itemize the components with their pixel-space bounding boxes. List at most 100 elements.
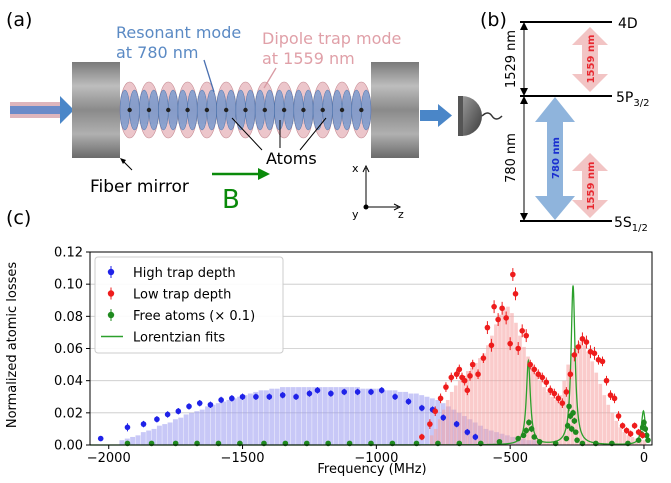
data-point bbox=[645, 437, 651, 443]
data-point bbox=[642, 426, 649, 432]
data-point bbox=[472, 434, 479, 440]
data-point bbox=[378, 387, 385, 394]
fiber-mirror-right bbox=[371, 62, 419, 158]
histogram-bar bbox=[642, 440, 647, 445]
histogram-bar bbox=[419, 395, 425, 445]
level-5p: 5P3/2 bbox=[616, 90, 649, 109]
histogram-bar bbox=[534, 374, 538, 445]
histogram-bar bbox=[546, 391, 550, 445]
histogram-bar bbox=[371, 388, 376, 445]
axis-x-label: x bbox=[352, 162, 359, 175]
histogram-bar bbox=[338, 387, 344, 445]
histogram-bar bbox=[322, 387, 328, 445]
data-point bbox=[515, 345, 521, 352]
data-point bbox=[306, 390, 313, 397]
arrow-1559-upper-label: 1559 nm bbox=[586, 35, 597, 84]
data-point bbox=[432, 408, 439, 415]
histogram-bar bbox=[435, 399, 441, 445]
histogram-bar bbox=[290, 387, 296, 445]
fiber-mirror-label: Fiber mirror bbox=[90, 177, 189, 197]
histogram-bar bbox=[424, 396, 430, 445]
data-point bbox=[512, 291, 519, 297]
histogram-bar bbox=[210, 404, 216, 445]
histogram-bar bbox=[610, 412, 615, 445]
b-field-arrow bbox=[212, 168, 270, 180]
histogram-bar bbox=[296, 387, 302, 445]
gap-upper-label: 1529 nm bbox=[504, 30, 519, 88]
atom bbox=[243, 107, 248, 113]
y-axis-dot bbox=[363, 204, 369, 210]
histogram-bar bbox=[590, 361, 595, 445]
histogram-bar bbox=[199, 409, 205, 445]
y-tick-label: 0.08 bbox=[54, 310, 83, 325]
histogram-bar bbox=[518, 335, 522, 445]
x-tick-label: −1000 bbox=[354, 451, 398, 466]
histogram-bar bbox=[365, 388, 371, 445]
axis-z-label: z bbox=[398, 208, 404, 221]
histogram-bar bbox=[515, 438, 521, 445]
histogram-bar bbox=[119, 440, 125, 445]
atom bbox=[339, 107, 345, 113]
data-point bbox=[503, 315, 509, 321]
histogram-bar bbox=[205, 406, 211, 445]
histogram-bar bbox=[437, 419, 442, 445]
photodetector-icon bbox=[458, 96, 503, 136]
histogram-bar bbox=[445, 399, 450, 445]
resonant-mode-wavelength: at 780 nm bbox=[116, 43, 199, 62]
histogram-bar bbox=[510, 313, 514, 445]
data-point bbox=[543, 379, 550, 386]
histogram-bar bbox=[242, 395, 248, 445]
data-point bbox=[579, 336, 586, 342]
arrow-1559-lower bbox=[572, 153, 608, 218]
atom bbox=[204, 107, 210, 113]
resonant-mode-label: Resonant mode bbox=[116, 23, 241, 42]
legend-marker bbox=[107, 290, 115, 297]
histogram-bar bbox=[630, 436, 635, 445]
histogram-bar bbox=[538, 380, 542, 445]
data-point bbox=[574, 437, 580, 443]
data-point bbox=[555, 395, 562, 402]
data-point bbox=[528, 426, 535, 432]
data-point bbox=[631, 422, 638, 429]
input-beam-arrow bbox=[10, 96, 74, 124]
data-point bbox=[568, 426, 575, 432]
data-point bbox=[368, 389, 374, 395]
data-point bbox=[611, 395, 618, 402]
data-point bbox=[453, 371, 460, 378]
histogram-bar bbox=[498, 314, 502, 445]
y-tick-label: 0.06 bbox=[54, 342, 83, 357]
data-point bbox=[635, 429, 642, 435]
legend-box bbox=[94, 256, 284, 354]
data-point bbox=[495, 316, 501, 323]
data-point bbox=[97, 435, 104, 442]
data-point bbox=[563, 435, 570, 442]
data-point bbox=[619, 422, 626, 429]
histogram-bar bbox=[483, 428, 489, 445]
data-point bbox=[572, 429, 579, 435]
y-tick-label: 0.10 bbox=[54, 278, 83, 293]
atoms-label: Atoms bbox=[266, 149, 317, 168]
data-point bbox=[496, 438, 503, 445]
panel-c-label: (c) bbox=[6, 207, 31, 229]
data-point bbox=[467, 373, 473, 379]
histogram-bar bbox=[606, 404, 611, 445]
data-point bbox=[603, 377, 610, 384]
data-point bbox=[440, 414, 447, 421]
data-point bbox=[154, 416, 160, 423]
histogram-bar bbox=[506, 306, 510, 445]
arrow-1559-upper bbox=[572, 27, 608, 92]
data-point bbox=[354, 389, 361, 395]
histogram-bar bbox=[189, 412, 194, 445]
output-beam-arrow bbox=[420, 104, 452, 127]
atom bbox=[185, 107, 190, 113]
histogram-bar bbox=[626, 435, 631, 445]
histogram-bar bbox=[570, 353, 574, 445]
x-axis-label: Frequency (MHz) bbox=[317, 462, 426, 477]
data-point bbox=[499, 305, 505, 312]
data-point bbox=[523, 427, 530, 434]
histogram-bar bbox=[470, 367, 474, 445]
axis-y-label: y bbox=[352, 208, 359, 221]
atom bbox=[146, 107, 152, 113]
data-point bbox=[564, 422, 571, 429]
data-point bbox=[563, 389, 570, 395]
